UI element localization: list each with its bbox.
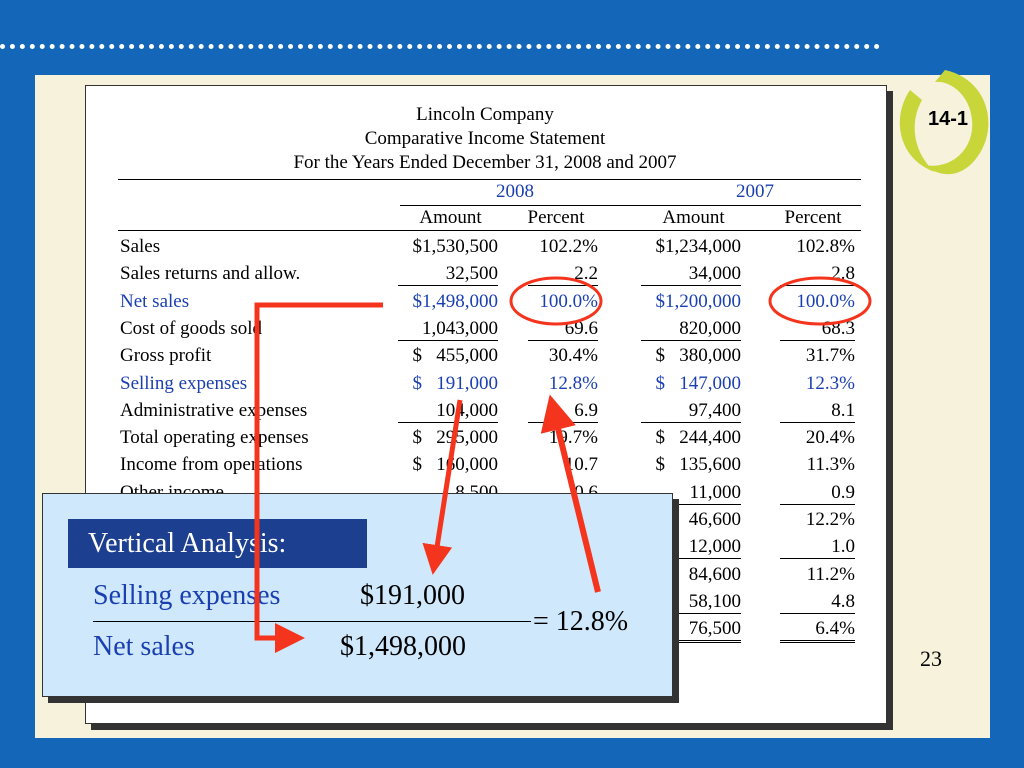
- period: For the Years Ended December 31, 2008 an…: [293, 152, 677, 173]
- cell: $ 135,600: [655, 454, 742, 476]
- row-label: Net sales: [120, 290, 190, 312]
- fraction-line: [93, 621, 531, 622]
- cell: 46,600: [688, 509, 741, 530]
- cell: 11.3%: [806, 454, 855, 476]
- subtitle: Comparative Income Statement: [364, 128, 606, 149]
- cell: 100.0%: [539, 290, 598, 312]
- cell: 104,000: [398, 400, 498, 423]
- rule: [400, 205, 861, 206]
- cell: $ 191,000: [412, 372, 499, 394]
- cell: $ 147,000: [655, 372, 742, 394]
- cell: 30.4%: [548, 345, 598, 367]
- cell: $1,498,000: [412, 290, 499, 312]
- dotted-line: [0, 44, 880, 49]
- numerator: $191,000: [360, 580, 465, 611]
- row-label: Income from operations: [120, 454, 303, 476]
- cell: 32,500: [398, 263, 498, 287]
- page-number: 23: [920, 646, 942, 671]
- cell: 8.1: [780, 400, 855, 423]
- cell: 12.3%: [805, 372, 855, 394]
- column-header: Percent: [527, 207, 585, 228]
- row-label: Gross profit: [120, 345, 212, 367]
- column-header: Percent: [784, 207, 842, 228]
- cell: 12.8%: [548, 372, 598, 394]
- cell: 100.0%: [796, 290, 855, 312]
- cell: 102.8%: [796, 236, 855, 257]
- row-label: Selling expenses: [120, 372, 248, 394]
- callout-heading: Vertical Analysis:: [88, 528, 287, 559]
- rule: [118, 179, 861, 180]
- denominator-label: Net sales: [93, 631, 195, 662]
- cell: 84,600: [688, 563, 741, 585]
- denominator: $1,498,000: [340, 631, 466, 662]
- cell: 12.2%: [805, 509, 855, 530]
- rule: [118, 230, 861, 231]
- row-label: Sales: [120, 236, 161, 257]
- cell: 102.2%: [539, 236, 598, 257]
- cell: 4.8: [780, 591, 855, 614]
- row-label: Cost of goods sold: [120, 317, 262, 339]
- row-label: Sales returns and allow.: [120, 263, 301, 285]
- cell: $ 455,000: [412, 345, 499, 367]
- cell: 34,000: [641, 263, 741, 287]
- year: 2008: [496, 181, 534, 202]
- cell: 76,500: [641, 618, 741, 644]
- callout-heading-box: [68, 519, 367, 568]
- cell: $1,530,500: [412, 236, 499, 257]
- cell: $1,234,000: [655, 236, 742, 257]
- cell: $1,200,000: [655, 290, 742, 312]
- cell: 31.7%: [805, 345, 855, 367]
- result: = 12.8%: [533, 606, 629, 637]
- cell: 58,100: [641, 591, 741, 614]
- cell: $ 380,000: [655, 345, 742, 367]
- badge-swirl: [899, 70, 989, 175]
- cell: 97,400: [641, 400, 741, 423]
- column-header: Amount: [662, 207, 725, 228]
- title: Lincoln Company: [416, 104, 554, 125]
- cell: $ 244,400: [655, 427, 742, 449]
- cell: 1,043,000: [398, 318, 498, 341]
- cell: 820,000: [641, 318, 741, 341]
- cell: 6.4%: [780, 618, 855, 644]
- cell: 1.0: [780, 536, 855, 560]
- cell: 2.2: [528, 263, 598, 287]
- numerator-label: Selling expenses: [93, 580, 281, 611]
- badge: 14-1: [928, 108, 969, 130]
- cell: 20.4%: [805, 427, 855, 449]
- cell: 10.7: [564, 454, 598, 476]
- column-header: Amount: [419, 207, 482, 228]
- cell: 0.9: [780, 482, 855, 505]
- cell: 11,000: [641, 482, 741, 505]
- year: 2007: [736, 181, 774, 202]
- cell: 11.2%: [806, 563, 855, 585]
- cell: 12,000: [641, 536, 741, 560]
